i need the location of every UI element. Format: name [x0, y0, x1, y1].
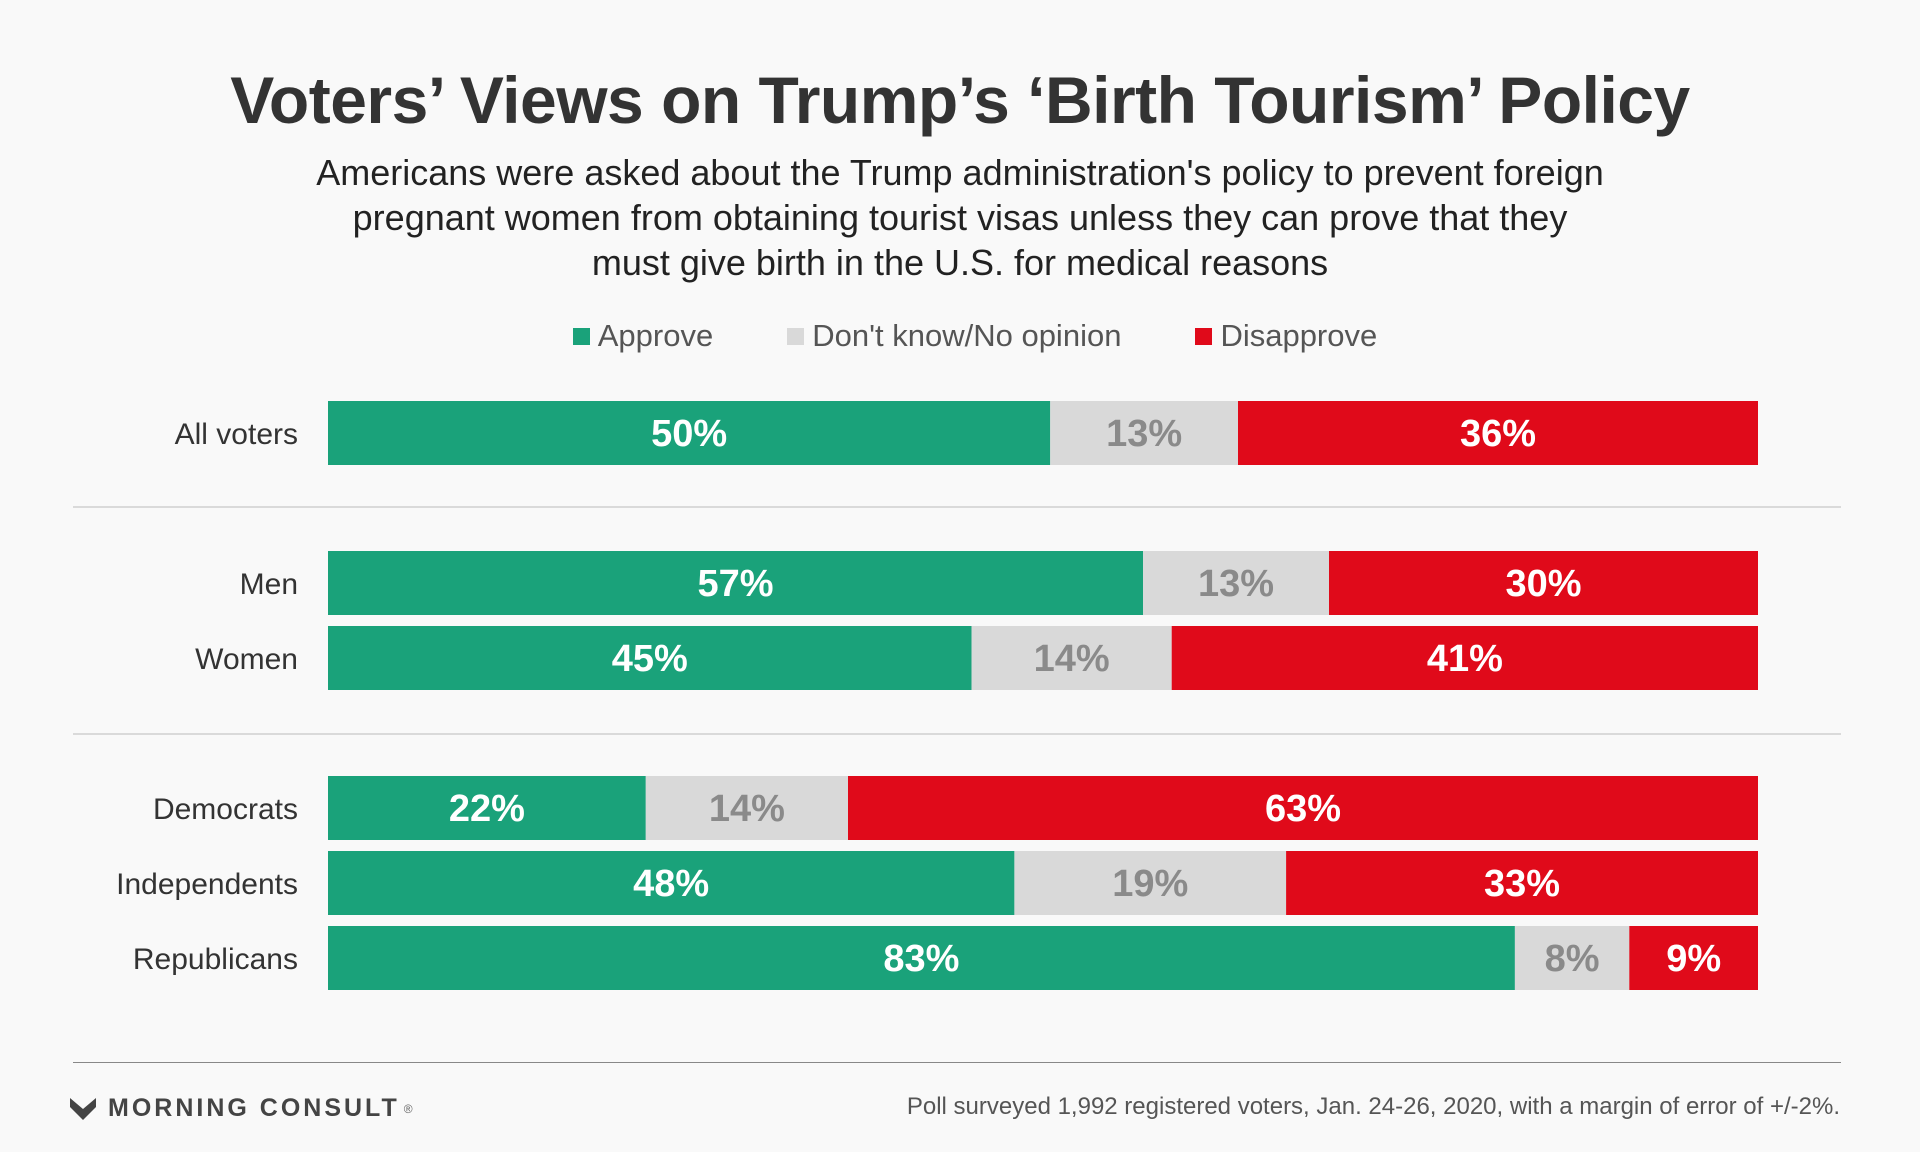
bar-don-t-know-no-opinion-independents [1014, 851, 1287, 915]
legend-swatch-dont-know [787, 327, 805, 345]
bar-disapprove-independents [1286, 851, 1758, 915]
category-label-independents: Independents [116, 868, 298, 901]
data-label-don-t-know-no-opinion-men: 13% [1198, 563, 1274, 605]
survey-footnote: Poll surveyed 1,992 registered voters, J… [906, 1093, 1840, 1120]
brand-name: MORNING CONSULT [108, 1094, 400, 1122]
legend-label-approve: Approve [597, 318, 714, 353]
data-label-disapprove-republicans: 9% [1666, 938, 1721, 980]
bar-disapprove-women [1171, 626, 1758, 690]
bar-disapprove-men [1329, 551, 1758, 615]
data-label-don-t-know-no-opinion-all-voters: 13% [1106, 413, 1182, 455]
bar-don-t-know-no-opinion-women [971, 626, 1172, 690]
data-label-approve-democrats: 22% [449, 788, 525, 830]
legend-item-disapprove: Disapprove [1195, 318, 1377, 354]
legend-label-dont-know: Don't know/No opinion [812, 318, 1122, 353]
morning-consult-logo-icon [70, 1097, 96, 1120]
data-label-disapprove-all-voters: 36% [1460, 413, 1536, 455]
bar-approve-democrats [328, 776, 646, 840]
bar-don-t-know-no-opinion-all-voters [1050, 401, 1238, 465]
brand-registered-mark: ® [403, 1101, 413, 1116]
data-label-don-t-know-no-opinion-independents: 19% [1112, 863, 1188, 905]
data-label-approve-men: 57% [698, 563, 774, 605]
bar-don-t-know-no-opinion-men [1143, 551, 1329, 615]
bar-disapprove-democrats [848, 776, 1758, 840]
category-label-men: Men [240, 568, 298, 601]
bar-approve-independents [328, 851, 1015, 915]
data-label-approve-all-voters: 50% [651, 413, 727, 455]
bar-don-t-know-no-opinion-republicans [1514, 926, 1630, 990]
bar-disapprove-all-voters [1238, 401, 1758, 465]
category-label-democrats: Democrats [153, 793, 298, 826]
data-label-don-t-know-no-opinion-republicans: 8% [1545, 938, 1600, 980]
category-label-republicans: Republicans [133, 943, 298, 976]
bar-don-t-know-no-opinion-democrats [645, 776, 848, 840]
data-label-disapprove-men: 30% [1505, 563, 1581, 605]
brand-logo: MORNING CONSULT ® [70, 1094, 413, 1123]
bar-approve-republicans [328, 926, 1515, 990]
data-label-disapprove-independents: 33% [1484, 863, 1560, 905]
footer-divider [73, 1062, 1841, 1063]
data-label-don-t-know-no-opinion-women: 14% [1034, 638, 1110, 680]
legend: Approve Don't know/No opinion Disapprove [0, 318, 1920, 354]
data-label-don-t-know-no-opinion-democrats: 14% [709, 788, 785, 830]
data-label-disapprove-democrats: 63% [1265, 788, 1341, 830]
legend-swatch-disapprove [1195, 327, 1213, 345]
legend-swatch-approve [572, 327, 590, 345]
bar-disapprove-republicans [1629, 926, 1758, 990]
legend-item-dont-know: Don't know/No opinion [787, 318, 1121, 354]
data-label-disapprove-women: 41% [1427, 638, 1503, 680]
category-label-women: Women [195, 643, 298, 676]
category-label-all-voters: All voters [175, 418, 298, 451]
chart-subtitle: Americans were asked about the Trump adm… [316, 152, 1604, 283]
data-label-approve-republicans: 83% [883, 938, 959, 980]
legend-item-approve: Approve [572, 318, 714, 354]
bar-approve-all-voters [328, 401, 1051, 465]
data-label-approve-independents: 48% [633, 863, 709, 905]
chart-title: Voters’ Views on Trump’s ‘Birth Tourism’… [230, 63, 1690, 137]
legend-label-disapprove: Disapprove [1220, 318, 1378, 353]
data-label-approve-women: 45% [612, 638, 688, 680]
bar-approve-men [328, 551, 1144, 615]
bar-approve-women [328, 626, 972, 690]
